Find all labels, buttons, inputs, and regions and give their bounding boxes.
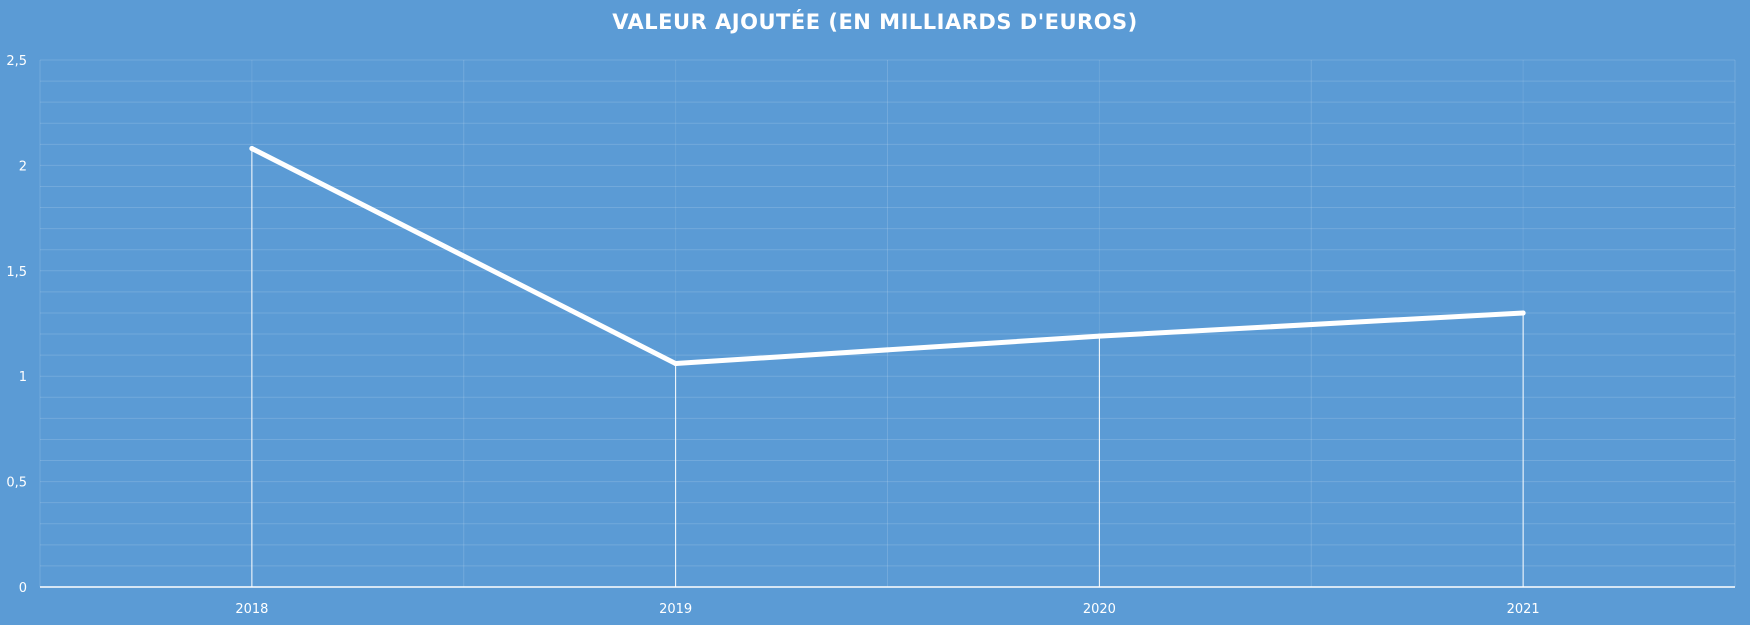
x-tick-label: 2020 [1083, 602, 1116, 617]
series-line [249, 146, 1526, 367]
y-tick-label: 2,5 [6, 54, 27, 69]
series-layer [249, 146, 1526, 367]
data-point [1520, 310, 1526, 316]
grid-layer [39, 59, 1736, 587]
x-tick-label: 2018 [235, 602, 268, 617]
drop-lines [251, 148, 1524, 587]
y-tick-label: 1,5 [6, 265, 27, 280]
x-tick-label: 2021 [1507, 602, 1540, 617]
tick-labels: 0 0,5 1 1,5 2 2,5 2018 2019 2020 2021 [6, 54, 1539, 617]
data-point [1096, 333, 1102, 339]
x-tick-label: 2019 [659, 602, 692, 617]
y-tick-label: 0 [19, 581, 27, 596]
y-tick-label: 0,5 [6, 476, 27, 491]
y-tick-label: 1 [19, 370, 27, 385]
y-tick-label: 2 [19, 159, 27, 174]
chart-title: VALEUR AJOUTÉE (EN MILLIARDS D'EUROS) [612, 10, 1138, 34]
data-point [249, 146, 255, 152]
data-point [673, 361, 679, 367]
